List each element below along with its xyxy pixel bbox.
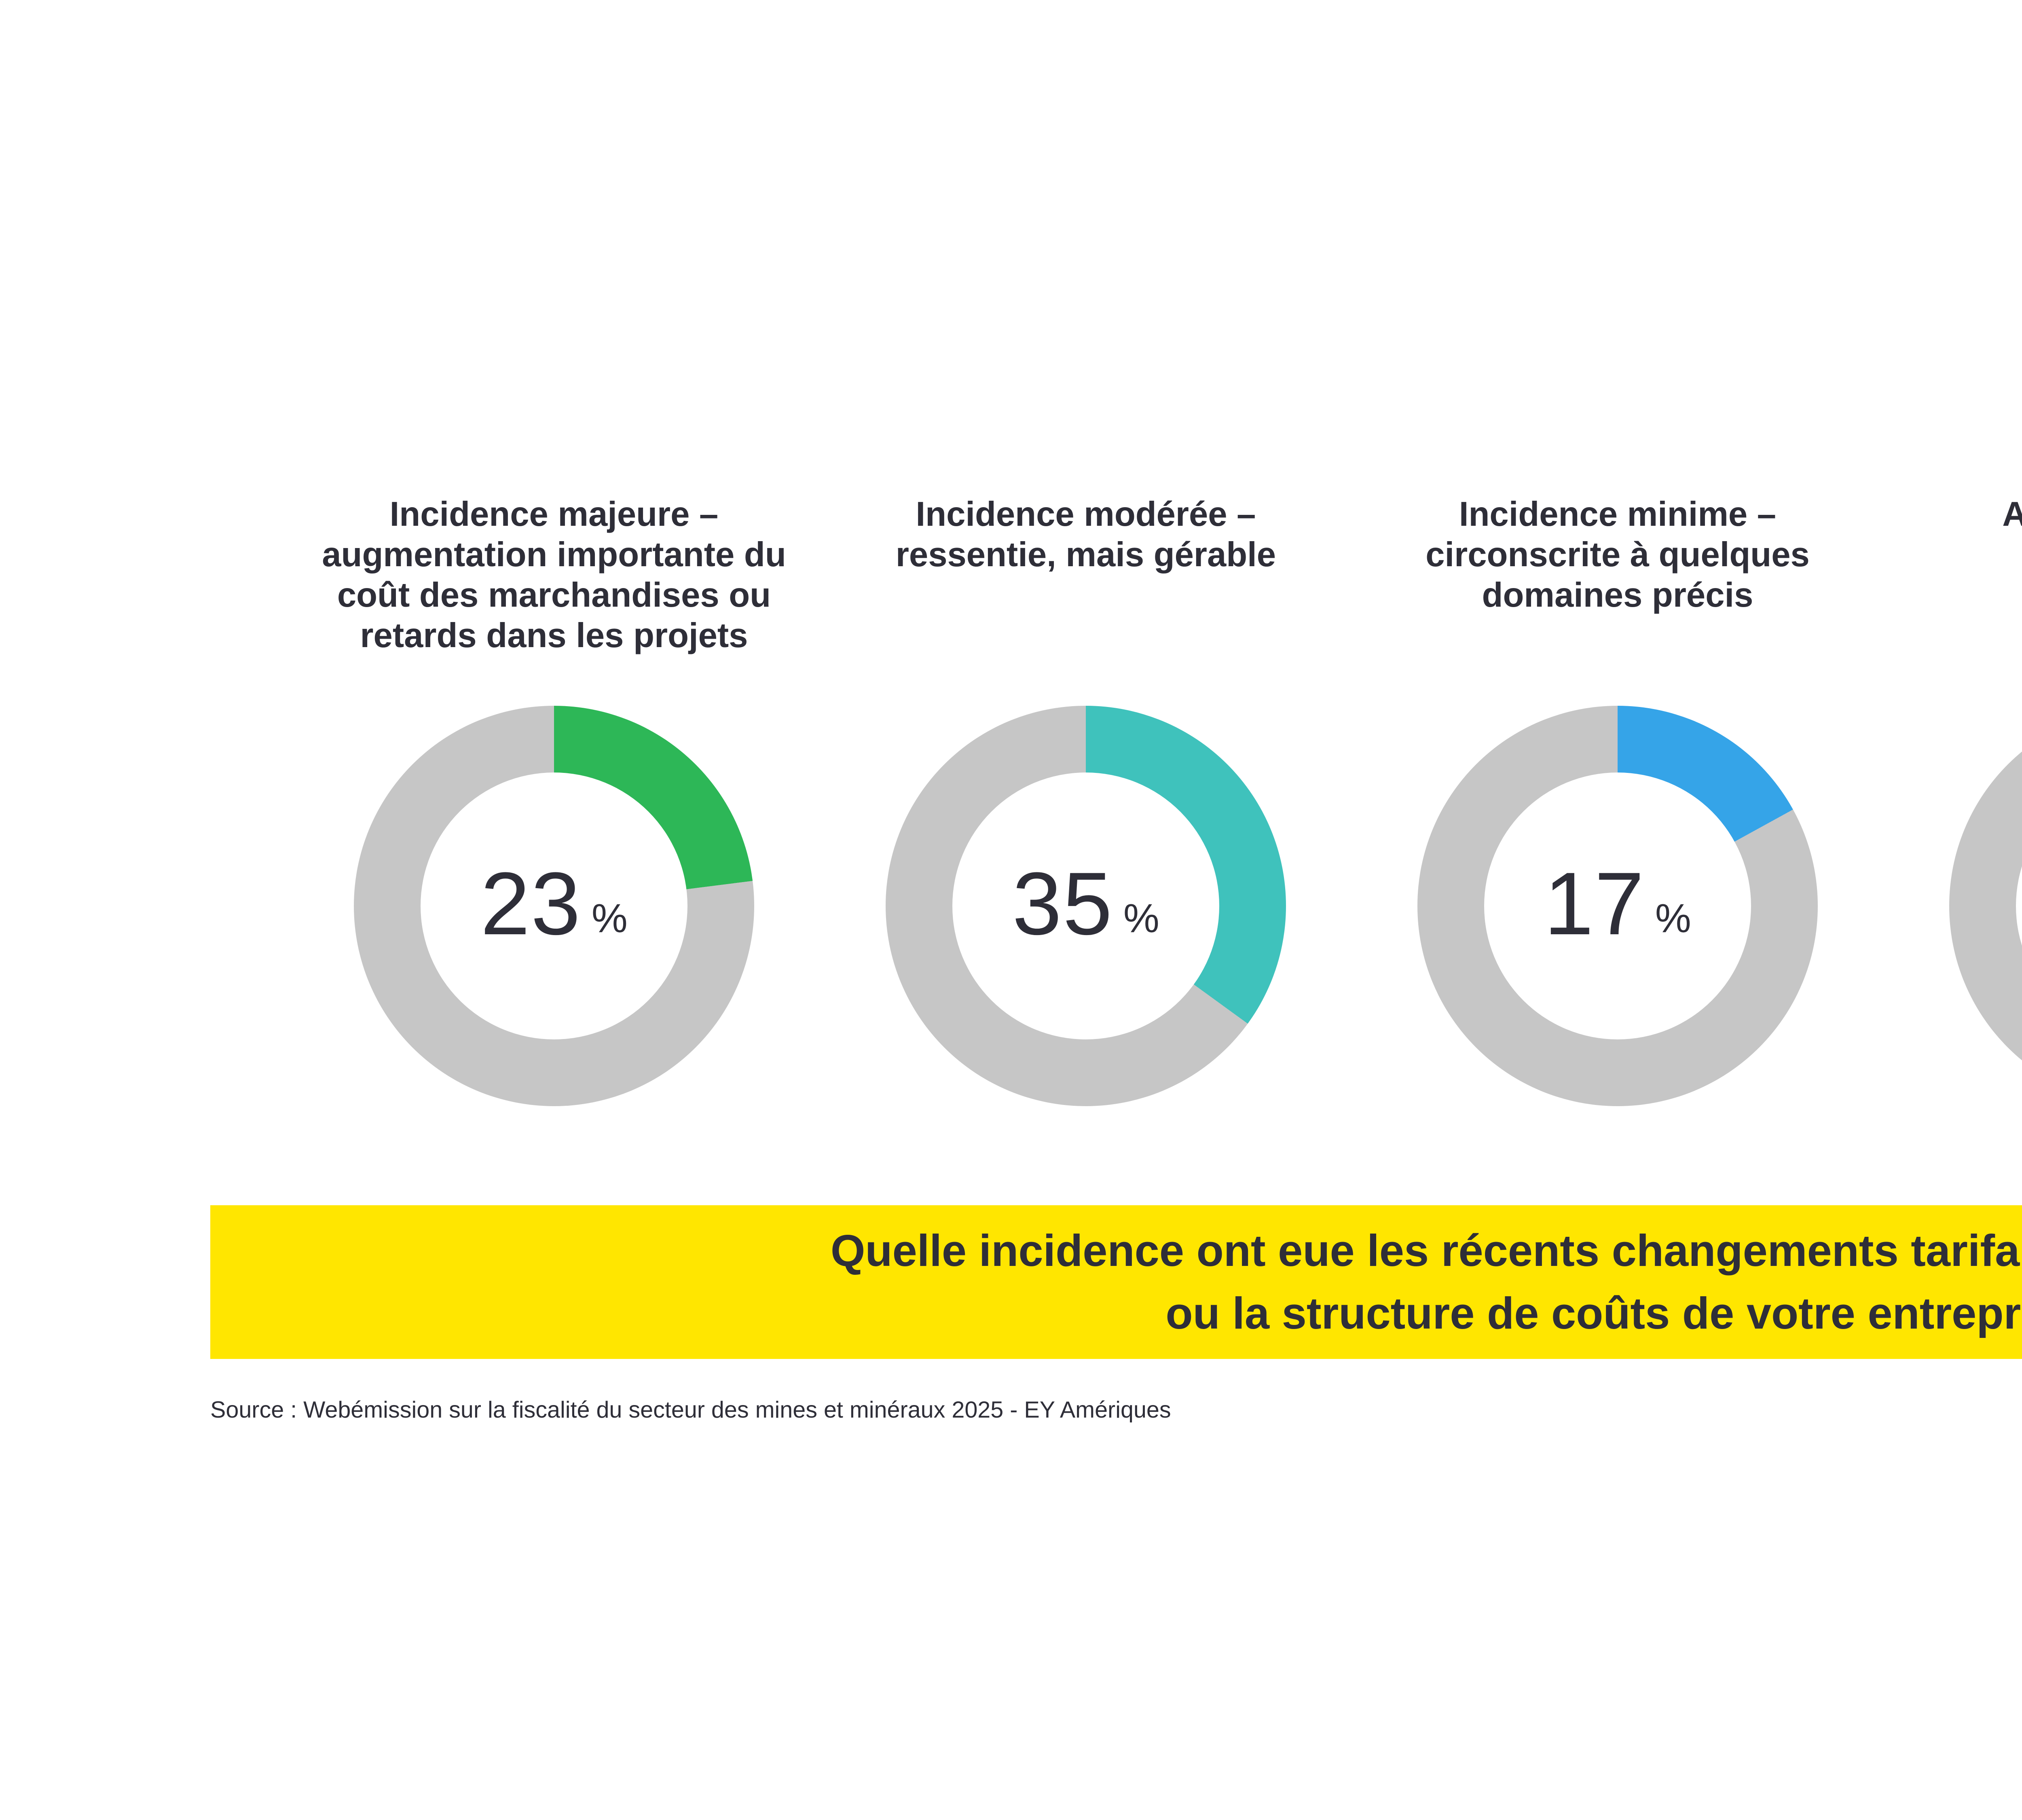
donut-label: Incidence majeure – augmentation importa… [322,495,786,655]
source-attribution: Source : Webémission sur la fiscalité du… [210,1399,1171,1424]
donut-label: Incidence minime – circonscrite à quelqu… [1426,495,1810,615]
donut-value: 35 [1012,855,1113,954]
donut-value: 23 [480,855,582,954]
percent-sign: % [1655,897,1691,942]
question-line-2: ou la structure de coûts de votre entrep… [1165,1288,2022,1339]
donut-hole: 35 % [952,772,1219,1039]
donut-group-minimal-impact: Incidence minime – circonscrite à quelqu… [1352,495,1884,1106]
donut-group-no-impact: Aucune incidence perceptible 10 % [1884,495,2022,1106]
donut-chart: 10 % [1949,706,2022,1106]
donut-hole: 23 % [421,772,687,1039]
donut-group-moderate-impact: Incidence modérée – ressentie, mais géra… [820,495,1352,1106]
donut-label: Aucune incidence perceptible [1915,495,2022,706]
question-banner: Quelle incidence ont eue les récents cha… [210,1205,2022,1359]
donut-value: 17 [1544,855,1645,954]
donut-chart: 23 % [354,706,754,1106]
donut-chart-row: Incidence majeure – augmentation importa… [288,495,2022,1106]
donut-label: Incidence modérée – ressentie, mais géra… [895,495,1276,574]
donut-hole: 10 % [2016,772,2022,1039]
percent-sign: % [1123,897,1159,942]
donut-chart: 35 % [886,706,1286,1106]
donut-group-major-impact: Incidence majeure – augmentation importa… [288,495,820,1106]
percent-sign: % [591,897,628,942]
donut-chart: 17 % [1417,706,1818,1106]
donut-hole: 17 % [1484,772,1751,1039]
question-line-1: Quelle incidence ont eue les récents cha… [830,1225,2022,1276]
